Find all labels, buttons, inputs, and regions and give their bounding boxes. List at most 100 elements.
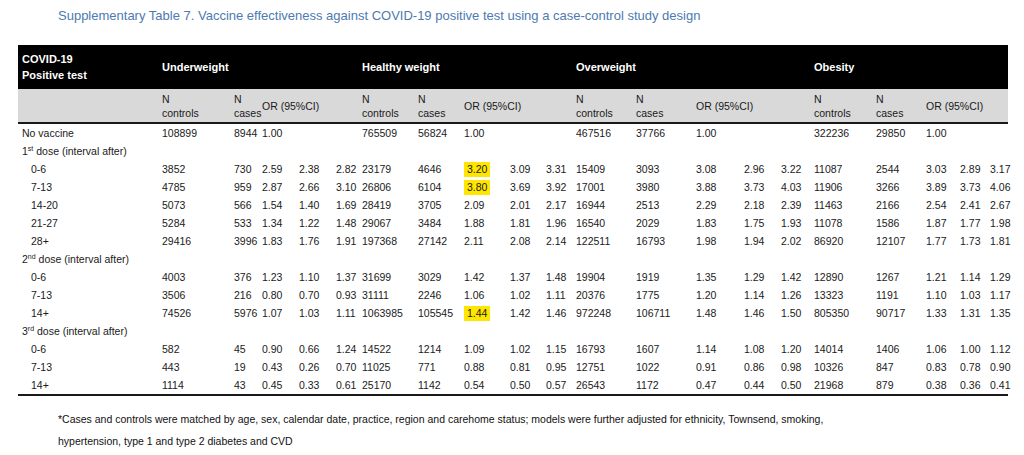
cell (922, 142, 956, 160)
cell: 0.70 (295, 286, 332, 304)
table-row: 14+1114430.450.330.612517011420.540.500.… (18, 376, 1008, 395)
cell (740, 250, 777, 268)
cell: 14014 (810, 340, 872, 358)
section-row: 1st dose (interval after) (18, 142, 1008, 160)
cell: 1172 (632, 376, 692, 395)
cell: 771 (414, 358, 460, 376)
cell: 1.73 (956, 232, 986, 250)
cell: 17001 (572, 178, 632, 196)
cell: 1191 (872, 286, 922, 304)
cell: 1.88 (460, 214, 506, 232)
cell: 1586 (872, 214, 922, 232)
cell: 11025 (358, 358, 414, 376)
cell: 1.37 (332, 268, 358, 286)
cell (810, 322, 872, 340)
cell: 1267 (872, 268, 922, 286)
cell: 2544 (872, 160, 922, 178)
table-row: 14-2050735661.541.401.692841937052.092.0… (18, 196, 1008, 214)
cell: 1.09 (460, 340, 506, 358)
cell (295, 322, 332, 340)
cell: 972248 (572, 304, 632, 322)
group-header-overweight: Overweight (572, 45, 810, 89)
cell: 1.31 (956, 304, 986, 322)
cell: 1.34 (258, 214, 295, 232)
cell: 3506 (158, 286, 230, 304)
cell (332, 123, 358, 142)
cell: 12107 (872, 232, 922, 250)
cell (542, 322, 572, 340)
cell (872, 250, 922, 268)
cell: 1114 (158, 376, 230, 395)
cell: 0.38 (922, 376, 956, 395)
cell: 1.35 (986, 304, 1008, 322)
cell (572, 142, 632, 160)
cell: 1.29 (986, 268, 1008, 286)
cell: 3.92 (542, 178, 572, 196)
cell: 1.26 (777, 286, 810, 304)
cell: 1.46 (542, 304, 572, 322)
cell: 5073 (158, 196, 230, 214)
cell (986, 322, 1008, 340)
cell: 1.17 (986, 286, 1008, 304)
cell: 3.73 (956, 178, 986, 196)
cell: 0.50 (506, 376, 542, 395)
cell: 26543 (572, 376, 632, 395)
footnote-line2: hypertension, type 1 and type 2 diabetes… (58, 430, 988, 452)
cell: 443 (158, 358, 230, 376)
cell: 0.81 (506, 358, 542, 376)
group-header-underweight: Underweight (158, 45, 358, 89)
cell (542, 250, 572, 268)
cell: 2.08 (506, 232, 542, 250)
cell: 1.98 (986, 214, 1008, 232)
cell: 1.24 (332, 340, 358, 358)
cell: 1.54 (258, 196, 295, 214)
section-row: 2nd dose (interval after) (18, 250, 1008, 268)
cell: 1.42 (460, 268, 506, 286)
cell (922, 322, 956, 340)
group-header-obesity: Obesity (810, 45, 1008, 89)
cell: 582 (158, 340, 230, 358)
cell (572, 322, 632, 340)
cell: 0.47 (692, 376, 740, 395)
subheader-n-controls: Ncontrols (572, 89, 632, 123)
cell (956, 123, 986, 142)
table-row: 0-6582450.900.661.241452212141.091.021.1… (18, 340, 1008, 358)
row-label: 0-6 (18, 268, 158, 286)
table-row: 7-13443190.430.260.70110257710.880.810.9… (18, 358, 1008, 376)
cell: 10326 (810, 358, 872, 376)
cell (632, 250, 692, 268)
cell: 19904 (572, 268, 632, 286)
cell: 197368 (358, 232, 414, 250)
table-row: 28+2941639961.831.761.91197368271422.112… (18, 232, 1008, 250)
table-row: 0-640033761.231.101.373169930291.421.371… (18, 268, 1008, 286)
cell: 1.15 (542, 340, 572, 358)
cell (872, 142, 922, 160)
cell: 1214 (414, 340, 460, 358)
cell: 56824 (414, 123, 460, 142)
cell (158, 142, 230, 160)
cell: 29416 (158, 232, 230, 250)
cell (956, 322, 986, 340)
highlighted-value: 1.44 (464, 306, 490, 321)
cell: 0.88 (460, 358, 506, 376)
cell (506, 250, 542, 268)
cell (460, 142, 506, 160)
cell: 1.02 (506, 340, 542, 358)
cell: 376 (230, 268, 258, 286)
cell: 13323 (810, 286, 872, 304)
cell (986, 142, 1008, 160)
cell: 0.50 (777, 376, 810, 395)
cell (158, 322, 230, 340)
cell: 1.75 (740, 214, 777, 232)
cell: 2.17 (542, 196, 572, 214)
cell: 0.91 (692, 358, 740, 376)
cell: 2.14 (542, 232, 572, 250)
cell: 12890 (810, 268, 872, 286)
cell: 1.83 (692, 214, 740, 232)
cell: 0.26 (295, 358, 332, 376)
cell: 0.57 (542, 376, 572, 395)
row-label: 7-13 (18, 286, 158, 304)
cell (295, 142, 332, 160)
cell (358, 250, 414, 268)
cell: 3996 (230, 232, 258, 250)
